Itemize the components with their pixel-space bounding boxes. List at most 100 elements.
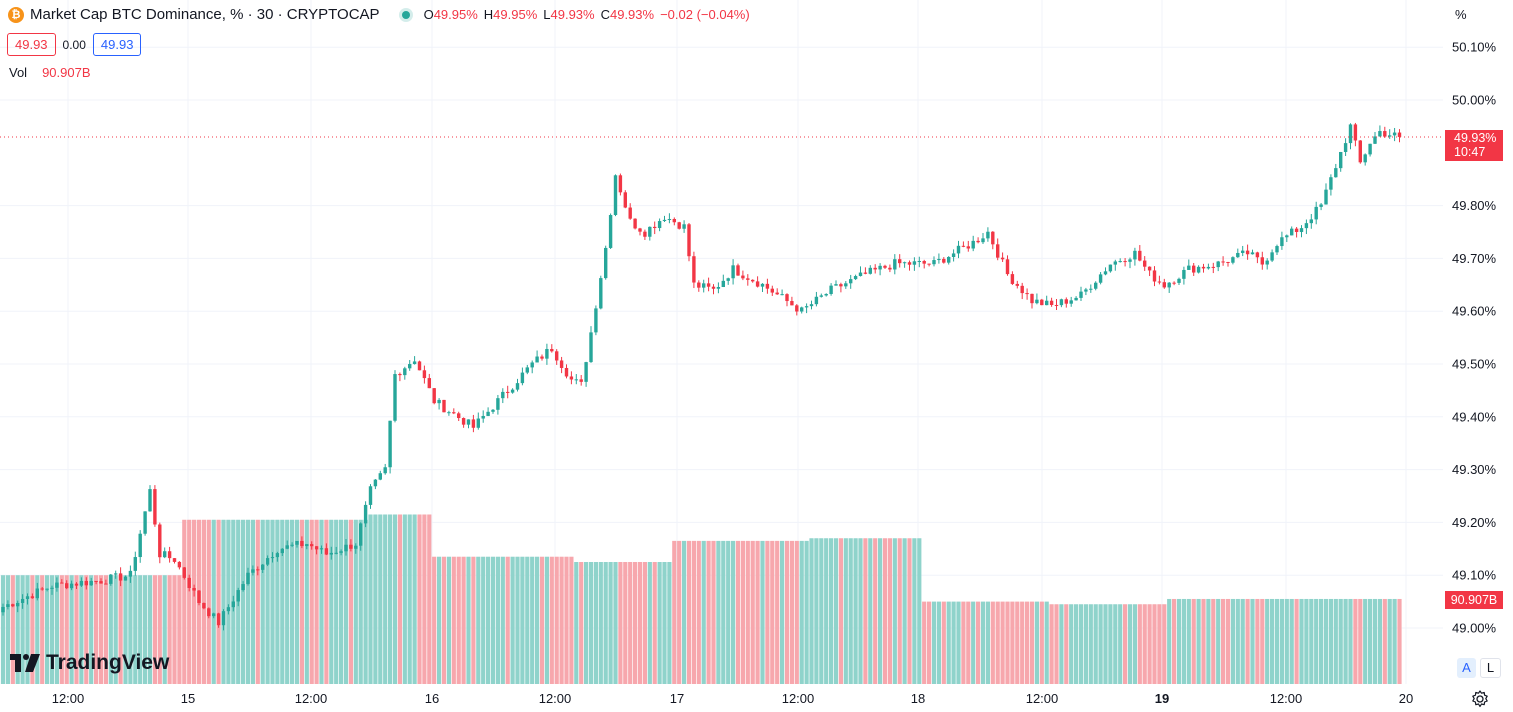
volume-bar xyxy=(892,538,897,684)
volume-bar xyxy=(211,519,216,684)
high-label: H xyxy=(483,7,494,22)
candle-body xyxy=(863,272,868,274)
close-value: 49.93% xyxy=(609,7,655,22)
volume-bar xyxy=(809,538,814,684)
candle-body xyxy=(432,388,436,404)
volume-bar xyxy=(858,538,863,684)
volume-bar xyxy=(1020,601,1025,684)
candle-body xyxy=(706,283,711,287)
volume-bar xyxy=(275,519,280,684)
candle-body xyxy=(1378,131,1382,137)
volume-bar xyxy=(726,540,731,684)
volume-bar xyxy=(510,556,515,684)
volume-bar xyxy=(192,519,197,684)
volume-legend[interactable]: Vol 90.907B xyxy=(9,65,91,80)
candle-body xyxy=(133,557,137,571)
log-scale-button[interactable]: L xyxy=(1480,658,1501,678)
candle-body xyxy=(834,284,838,286)
volume-bar xyxy=(853,538,858,684)
volume-bar xyxy=(402,514,407,684)
auto-scale-button[interactable]: A xyxy=(1457,658,1476,678)
scale-unit-label[interactable]: % xyxy=(1455,7,1467,22)
volume-bar xyxy=(1250,598,1255,684)
candle-body xyxy=(893,259,897,270)
candle-body xyxy=(1265,260,1269,265)
volume-bar xyxy=(329,519,334,684)
candle-body xyxy=(99,581,103,584)
volume-bar xyxy=(363,519,368,684)
settings-gear-icon[interactable] xyxy=(1470,689,1490,709)
candle-body xyxy=(618,175,623,193)
y-tick-label: 49.30% xyxy=(1452,462,1497,477)
volume-bar xyxy=(476,556,481,684)
volume-bar xyxy=(907,538,912,684)
volume-bar xyxy=(1368,598,1373,684)
volume-bar xyxy=(309,519,314,684)
candle-body xyxy=(873,267,877,270)
candle-body xyxy=(383,467,387,474)
volume-bar xyxy=(535,556,540,684)
candle-body xyxy=(564,367,569,377)
volume-bar xyxy=(946,601,951,684)
candle-body xyxy=(339,551,343,553)
volume-bar xyxy=(941,601,946,684)
volume-bar xyxy=(1152,604,1157,684)
volume-bar xyxy=(490,556,496,684)
candle-body xyxy=(638,228,642,232)
volume-bar xyxy=(1304,598,1309,684)
candle-body xyxy=(45,588,49,590)
candle-body xyxy=(530,362,534,368)
y-tick-label: 49.60% xyxy=(1452,304,1497,319)
volume-bar xyxy=(628,562,633,684)
candle-body xyxy=(6,604,10,607)
volume-bar xyxy=(94,575,99,684)
volume-bar xyxy=(750,540,755,684)
candle-body xyxy=(898,259,902,264)
symbol-title[interactable]: Market Cap BTC Dominance, % · 30 · CRYPT… xyxy=(30,6,380,23)
volume-bar xyxy=(270,519,275,684)
sell-price-button[interactable]: 49.93 xyxy=(7,33,56,56)
volume-bar xyxy=(1328,598,1333,684)
volume-bar xyxy=(505,556,510,684)
bar-countdown: 10:47 xyxy=(1454,145,1486,159)
price-axis: 50.10% 50.00% 49.80% 49.70% 49.60% 49.50% 49.4… xyxy=(1452,40,1497,636)
y-tick-label: 49.80% xyxy=(1452,198,1497,213)
volume-bar xyxy=(265,519,270,684)
volume-bar xyxy=(373,514,378,684)
open-label: O xyxy=(423,7,434,22)
volume-bar xyxy=(280,519,285,684)
candle-body xyxy=(1123,261,1127,263)
volume-bar xyxy=(1176,598,1182,684)
buy-price-button[interactable]: 49.93 xyxy=(92,33,142,56)
candle-body xyxy=(682,224,686,229)
volume-bar xyxy=(1083,604,1088,684)
volume-bar xyxy=(1299,598,1304,684)
candle-body xyxy=(1299,228,1304,233)
volume-bar xyxy=(15,575,20,684)
volume-bar xyxy=(863,538,868,684)
candle-body xyxy=(1157,281,1162,283)
candle-body xyxy=(1147,266,1152,271)
volume-bar xyxy=(873,538,878,684)
candle-body xyxy=(1000,257,1005,260)
tradingview-logo[interactable]: TradingView xyxy=(10,651,169,675)
candle-body xyxy=(1392,132,1397,136)
volume-value-tag: 90.907B xyxy=(1445,591,1503,609)
volume-bar xyxy=(647,562,652,684)
volume-bar xyxy=(1279,598,1284,684)
candle-body xyxy=(1030,293,1034,304)
candles xyxy=(1,122,1402,631)
chart-legend: ₿ Market Cap BTC Dominance, % · 30 · CRY… xyxy=(8,6,750,23)
volume-bar xyxy=(138,575,143,684)
candle-body xyxy=(1015,283,1019,286)
candle-body xyxy=(163,551,167,558)
volume-bar xyxy=(1029,601,1035,684)
candle-body xyxy=(942,258,946,263)
candle-body xyxy=(981,238,985,243)
volume-bar xyxy=(1113,604,1118,684)
volume-bar xyxy=(1397,598,1402,684)
candle-body xyxy=(1054,304,1059,306)
spread-value: 0.00 xyxy=(62,37,86,52)
volume-bar xyxy=(579,562,584,684)
